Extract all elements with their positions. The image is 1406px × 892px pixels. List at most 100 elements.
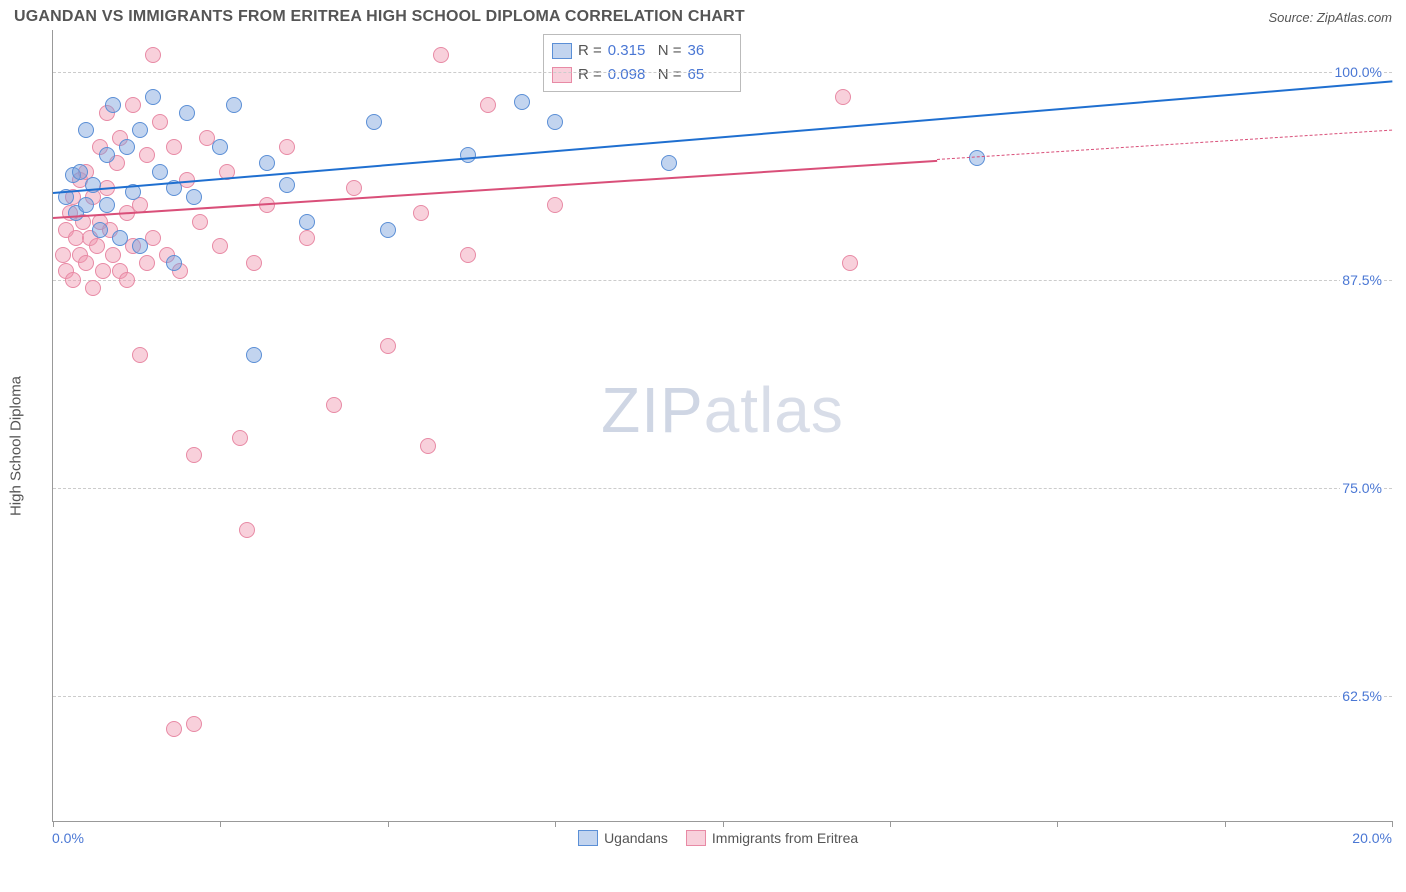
legend-swatch-a bbox=[578, 830, 598, 846]
x-max-label: 20.0% bbox=[1352, 830, 1392, 846]
data-point bbox=[547, 197, 563, 213]
trend-line bbox=[53, 80, 1392, 194]
data-point bbox=[119, 139, 135, 155]
data-point bbox=[132, 347, 148, 363]
data-point bbox=[547, 114, 563, 130]
data-point bbox=[186, 716, 202, 732]
data-point bbox=[186, 447, 202, 463]
ytick-label: 100.0% bbox=[1333, 64, 1384, 80]
data-point bbox=[186, 189, 202, 205]
data-point bbox=[139, 255, 155, 271]
data-point bbox=[299, 214, 315, 230]
data-point bbox=[132, 238, 148, 254]
data-point bbox=[239, 522, 255, 538]
data-point bbox=[299, 230, 315, 246]
data-point bbox=[380, 222, 396, 238]
legend-item-a: Ugandans bbox=[578, 830, 668, 846]
data-point bbox=[433, 47, 449, 63]
data-point bbox=[78, 122, 94, 138]
data-point bbox=[179, 105, 195, 121]
legend-item-b: Immigrants from Eritrea bbox=[686, 830, 858, 846]
xtick bbox=[1057, 821, 1058, 827]
xtick bbox=[723, 821, 724, 827]
data-point bbox=[246, 347, 262, 363]
trend-line bbox=[53, 159, 937, 218]
data-point bbox=[969, 150, 985, 166]
data-point bbox=[380, 338, 396, 354]
gridline bbox=[53, 280, 1392, 281]
data-point bbox=[95, 263, 111, 279]
data-point bbox=[259, 155, 275, 171]
data-point bbox=[212, 238, 228, 254]
data-point bbox=[246, 255, 262, 271]
data-point bbox=[192, 214, 208, 230]
gridline bbox=[53, 488, 1392, 489]
data-point bbox=[119, 272, 135, 288]
data-point bbox=[145, 89, 161, 105]
swatch-eritrea bbox=[552, 67, 572, 83]
data-point bbox=[420, 438, 436, 454]
data-point bbox=[92, 222, 108, 238]
data-point bbox=[89, 238, 105, 254]
data-point bbox=[99, 147, 115, 163]
data-point bbox=[132, 122, 148, 138]
xtick bbox=[220, 821, 221, 827]
legend-swatch-b bbox=[686, 830, 706, 846]
data-point bbox=[480, 97, 496, 113]
xtick bbox=[1392, 821, 1393, 827]
data-point bbox=[279, 139, 295, 155]
xtick bbox=[555, 821, 556, 827]
data-point bbox=[326, 397, 342, 413]
data-point bbox=[661, 155, 677, 171]
ytick-label: 87.5% bbox=[1340, 272, 1384, 288]
scatter-plot: ZIPatlas R = 0.315 N = 36 R = 0.098 N = … bbox=[52, 30, 1392, 822]
legend: Ugandans Immigrants from Eritrea bbox=[578, 830, 858, 846]
data-point bbox=[835, 89, 851, 105]
data-point bbox=[99, 197, 115, 213]
stats-row-b: R = 0.098 N = 65 bbox=[552, 63, 732, 87]
chart-title: UGANDAN VS IMMIGRANTS FROM ERITREA HIGH … bbox=[14, 8, 745, 26]
data-point bbox=[65, 272, 81, 288]
data-point bbox=[366, 114, 382, 130]
xtick bbox=[1225, 821, 1226, 827]
data-point bbox=[152, 164, 168, 180]
data-point bbox=[460, 147, 476, 163]
data-point bbox=[514, 94, 530, 110]
data-point bbox=[139, 147, 155, 163]
trend-line bbox=[937, 130, 1392, 160]
data-point bbox=[842, 255, 858, 271]
data-point bbox=[232, 430, 248, 446]
gridline bbox=[53, 72, 1392, 73]
watermark: ZIPatlas bbox=[601, 373, 844, 447]
data-point bbox=[112, 230, 128, 246]
source-label: Source: ZipAtlas.com bbox=[1268, 10, 1392, 25]
data-point bbox=[212, 139, 228, 155]
data-point bbox=[78, 255, 94, 271]
stats-row-a: R = 0.315 N = 36 bbox=[552, 39, 732, 63]
data-point bbox=[78, 197, 94, 213]
data-point bbox=[152, 114, 168, 130]
ytick-label: 75.0% bbox=[1340, 480, 1384, 496]
data-point bbox=[226, 97, 242, 113]
x-min-label: 0.0% bbox=[52, 830, 84, 846]
data-point bbox=[346, 180, 362, 196]
data-point bbox=[413, 205, 429, 221]
ytick-label: 62.5% bbox=[1340, 688, 1384, 704]
data-point bbox=[72, 164, 88, 180]
stats-box: R = 0.315 N = 36 R = 0.098 N = 65 bbox=[543, 34, 741, 92]
y-axis-label: High School Diploma bbox=[8, 376, 25, 516]
xtick bbox=[53, 821, 54, 827]
data-point bbox=[279, 177, 295, 193]
swatch-ugandans bbox=[552, 43, 572, 59]
data-point bbox=[105, 97, 121, 113]
data-point bbox=[460, 247, 476, 263]
data-point bbox=[166, 139, 182, 155]
data-point bbox=[166, 721, 182, 737]
xtick bbox=[388, 821, 389, 827]
data-point bbox=[145, 47, 161, 63]
data-point bbox=[166, 255, 182, 271]
data-point bbox=[55, 247, 71, 263]
data-point bbox=[105, 247, 121, 263]
gridline bbox=[53, 696, 1392, 697]
data-point bbox=[125, 97, 141, 113]
